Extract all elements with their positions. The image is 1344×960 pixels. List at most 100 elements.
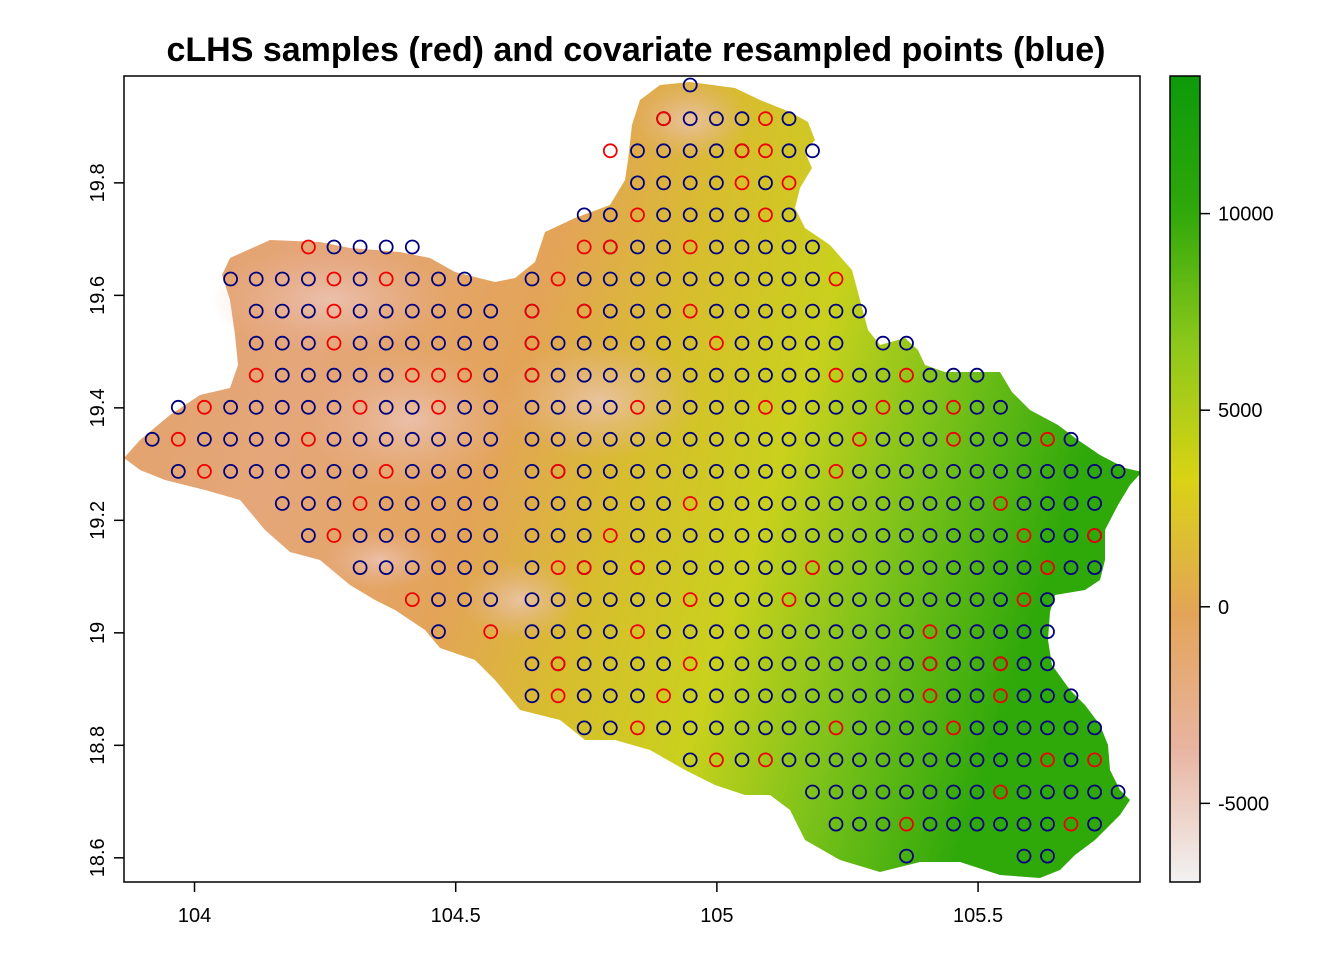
resampled-point bbox=[734, 303, 750, 319]
resampled-point bbox=[734, 111, 750, 127]
resampled-point bbox=[758, 431, 773, 447]
clhs-sample-point bbox=[758, 207, 773, 223]
resampled-point bbox=[457, 496, 473, 511]
clhs-sample-point bbox=[922, 656, 938, 672]
resampled-point bbox=[550, 592, 566, 607]
resampled-point bbox=[709, 528, 724, 543]
resampled-point bbox=[352, 431, 368, 447]
resampled-point bbox=[274, 271, 290, 287]
resampled-point bbox=[457, 560, 473, 575]
resampled-point bbox=[378, 239, 394, 255]
resampled-point bbox=[404, 431, 420, 447]
resampled-point bbox=[300, 528, 316, 543]
resampled-point bbox=[274, 463, 290, 479]
resampled-point bbox=[1040, 624, 1055, 640]
resampled-point bbox=[781, 399, 797, 415]
resampled-point bbox=[734, 335, 750, 351]
clhs-sample-point bbox=[758, 143, 773, 159]
resampled-point bbox=[805, 271, 820, 287]
resampled-point bbox=[852, 367, 867, 383]
resampled-point bbox=[602, 207, 618, 223]
resampled-point bbox=[969, 367, 985, 383]
resampled-point bbox=[781, 624, 797, 640]
clhs-sample-point bbox=[431, 367, 446, 383]
clhs-sample-point bbox=[576, 560, 592, 575]
clhs-sample-point bbox=[550, 656, 566, 672]
resampled-point bbox=[630, 271, 645, 287]
resampled-point bbox=[734, 463, 750, 479]
resampled-point bbox=[758, 303, 773, 319]
resampled-point bbox=[431, 271, 446, 287]
resampled-point bbox=[483, 431, 499, 447]
resampled-point bbox=[899, 720, 914, 736]
resampled-point bbox=[431, 431, 446, 447]
resampled-point bbox=[457, 335, 473, 351]
resampled-point bbox=[682, 720, 698, 736]
resampled-point bbox=[899, 431, 914, 447]
resampled-point bbox=[352, 367, 368, 383]
resampled-point bbox=[326, 463, 342, 479]
clhs-sample-point bbox=[946, 720, 961, 736]
resampled-point bbox=[946, 528, 961, 543]
resampled-point bbox=[709, 399, 724, 415]
clhs-sample-point bbox=[734, 175, 750, 191]
y-tick-label: 19 bbox=[87, 622, 109, 644]
resampled-point bbox=[709, 111, 724, 127]
resampled-point bbox=[946, 624, 961, 640]
resampled-point bbox=[300, 496, 316, 511]
resampled-point bbox=[404, 303, 420, 319]
resampled-point bbox=[734, 688, 750, 704]
y-tick-label: 19.4 bbox=[87, 388, 109, 427]
resampled-point bbox=[781, 239, 797, 255]
resampled-point bbox=[457, 271, 473, 287]
x-tick-label: 105.5 bbox=[953, 905, 1003, 927]
resampled-point bbox=[682, 77, 698, 93]
clhs-sample-point bbox=[1040, 560, 1055, 575]
resampled-point bbox=[709, 463, 724, 479]
clhs-sample-point bbox=[457, 367, 473, 383]
clhs-sample-point bbox=[326, 271, 342, 287]
resampled-point bbox=[758, 335, 773, 351]
clhs-sample-point bbox=[576, 239, 592, 255]
resampled-point bbox=[326, 399, 342, 415]
resampled-point bbox=[993, 399, 1008, 415]
clhs-sample-point bbox=[758, 111, 773, 127]
resampled-point bbox=[248, 431, 264, 447]
clhs-sample-point bbox=[993, 656, 1008, 672]
resampled-point bbox=[922, 463, 938, 479]
resampled-point bbox=[170, 463, 186, 479]
resampled-point bbox=[223, 271, 239, 287]
clhs-sample-point bbox=[709, 752, 724, 768]
resampled-point bbox=[805, 656, 820, 672]
resampled-point bbox=[1040, 463, 1055, 479]
resampled-point bbox=[656, 431, 671, 447]
resampled-point bbox=[1063, 463, 1079, 479]
resampled-point bbox=[300, 303, 316, 319]
resampled-point bbox=[734, 207, 750, 223]
resampled-point bbox=[875, 656, 891, 672]
resampled-point bbox=[404, 528, 420, 543]
resampled-point bbox=[144, 431, 160, 447]
resampled-point bbox=[899, 592, 914, 607]
clhs-sample-point bbox=[828, 463, 844, 479]
resampled-point bbox=[630, 335, 645, 351]
resampled-point bbox=[828, 784, 844, 800]
resampled-point bbox=[852, 720, 867, 736]
resampled-point bbox=[248, 463, 264, 479]
resampled-point bbox=[483, 592, 499, 607]
resampled-point bbox=[404, 463, 420, 479]
resampled-point bbox=[300, 399, 316, 415]
resampled-point bbox=[524, 399, 540, 415]
resampled-point bbox=[300, 335, 316, 351]
resampled-point bbox=[630, 367, 645, 383]
resampled-point bbox=[630, 528, 645, 543]
resampled-point bbox=[682, 431, 698, 447]
resampled-point bbox=[248, 399, 264, 415]
resampled-point bbox=[550, 624, 566, 640]
resampled-point bbox=[223, 431, 239, 447]
clhs-sample-point bbox=[248, 367, 264, 383]
resampled-point bbox=[899, 560, 914, 575]
resampled-point bbox=[781, 688, 797, 704]
resampled-point bbox=[922, 592, 938, 607]
